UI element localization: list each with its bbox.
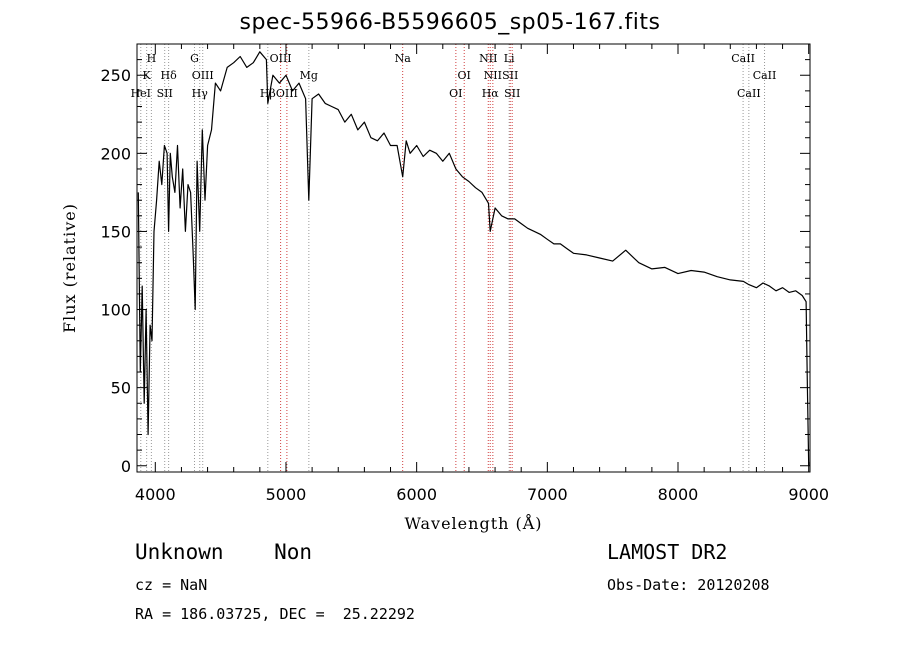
line-marker-label-4: Hδ (161, 69, 178, 82)
y-tick-label-250: 250 (100, 66, 131, 85)
survey-name: LAMOST DR2 (607, 540, 728, 564)
x-tick-label-5000: 5000 (266, 485, 307, 504)
x-tick-label-9000: 9000 (788, 485, 829, 504)
line-marker-label-9: Hβ (260, 87, 276, 100)
line-marker-label-12: Na (395, 52, 412, 65)
line-marker-label-11: Mg (300, 69, 318, 82)
line-marker-label-10: OIII (276, 87, 298, 100)
line-marker-label-17: Hα (482, 87, 500, 100)
x-tick-label-6000: 6000 (396, 485, 437, 504)
line-marker-label-14: OI (458, 69, 471, 82)
y-tick-label-0: 0 (121, 457, 131, 476)
line-marker-label-2: H (147, 52, 157, 65)
chart-title: spec-55966-B5596605_sp05-167.fits (239, 10, 661, 35)
line-marker-label-5: G (190, 52, 199, 65)
line-marker-label-7: Hγ (192, 87, 209, 100)
line-marker-label-3: SII (157, 87, 173, 100)
line-marker-label-6: OIII (192, 69, 214, 82)
y-axis-label: Flux (relative) (60, 203, 79, 333)
line-marker-label-15: NII (479, 52, 497, 65)
spectrum-series-0 (137, 51, 810, 466)
x-tick-label-7000: 7000 (527, 485, 568, 504)
y-tick-label-100: 100 (100, 301, 131, 320)
line-marker-label-1: K (143, 69, 152, 82)
line-marker-label-21: CaII (731, 52, 755, 65)
line-marker-label-19: SII (502, 69, 518, 82)
x-tick-label-4000: 4000 (135, 485, 176, 504)
coordinates-readout: RA = 186.03725, DEC = 25.22292 (135, 605, 415, 623)
line-marker-label-20: SII (504, 87, 520, 100)
x-tick-label-8000: 8000 (658, 485, 699, 504)
y-tick-label-50: 50 (111, 379, 131, 398)
y-tick-label-200: 200 (100, 144, 131, 163)
observation-date: Obs-Date: 20120208 (607, 576, 770, 594)
y-tick-label-150: 150 (100, 222, 131, 241)
x-axis-label: Wavelength (Å) (404, 513, 542, 533)
line-marker-label-8: OIII (270, 52, 292, 65)
redshift-readout: cz = NaN (135, 576, 208, 594)
object-classification: Unknown Non (135, 540, 313, 564)
plot-frame (136, 43, 811, 473)
line-marker-label-22: CaII (737, 87, 761, 100)
line-marker-label-0: HeI (131, 87, 151, 100)
line-marker-label-16: NII (484, 69, 502, 82)
line-marker-label-13: OI (449, 87, 462, 100)
line-marker-label-18: Li (504, 52, 515, 65)
line-marker-label-23: CaII (753, 69, 777, 82)
